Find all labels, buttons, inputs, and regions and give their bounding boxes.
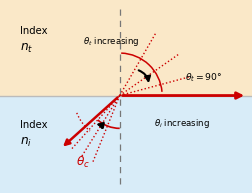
Text: $\theta_c$: $\theta_c$: [76, 155, 90, 170]
Text: $n_t$: $n_t$: [20, 42, 33, 55]
Text: Index: Index: [20, 120, 48, 130]
Text: $\theta_t$ increasing: $\theta_t$ increasing: [83, 35, 139, 48]
Text: $\theta_i$ increasing: $\theta_i$ increasing: [153, 117, 209, 130]
Text: $\theta_t = 90°$: $\theta_t = 90°$: [185, 72, 223, 84]
Text: Index: Index: [20, 26, 48, 36]
Bar: [0, 0, 252, 96]
Text: $n_i$: $n_i$: [20, 136, 33, 149]
Bar: [0, 96, 252, 193]
